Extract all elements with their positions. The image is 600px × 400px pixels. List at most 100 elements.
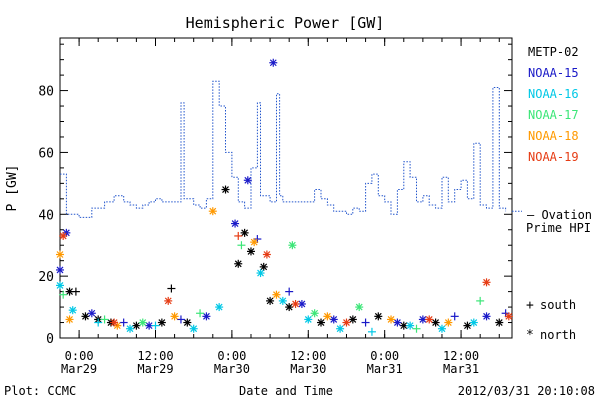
legend-entry: NOAA-16 [528,87,579,101]
marker-legend-label: north [540,328,576,342]
north-star-marker [399,321,408,330]
ovation-legend: — Ovation Prime HPI [526,208,592,235]
legend-entry: NOAA-17 [528,108,579,122]
north-star-marker [183,318,192,327]
north-star-marker [269,58,278,67]
y-tick-label: 60 [38,146,54,161]
legend-entry: METP-02 [528,45,579,59]
north-star-marker [231,219,240,228]
satellite-markers [56,58,513,336]
north-star-marker [291,299,300,308]
y-tick-label: 20 [38,270,54,285]
north-star-marker [189,324,198,333]
north-star-marker [437,324,446,333]
south-plus-marker [450,312,459,321]
north-star-marker [202,312,211,321]
north-star-marker [65,315,74,324]
south-plus-marker [100,315,109,324]
x-tick-time: 0:00 [370,349,399,363]
north-star-marker [317,318,326,327]
south-plus-marker [151,321,160,330]
north-star-marker [304,315,313,324]
north-star-marker [463,321,472,330]
marker-legend: + south * north [526,298,576,343]
north-star-marker [56,250,64,259]
north-star-marker [444,318,453,327]
north-star-marker [132,321,141,330]
north-star-marker [393,318,402,327]
north-star-marker [145,321,154,330]
south-plus-marker [412,324,421,333]
y-tick-label: 40 [38,208,54,223]
north-star-marker [348,315,357,324]
plot-frame [59,37,513,339]
north-star-marker [65,287,74,296]
north-star-marker [208,207,217,216]
south-plus-marker [59,290,68,299]
ovation-series [60,80,522,218]
north-star-marker [495,318,504,327]
y-tick-label: 80 [38,85,54,100]
north-star-marker [157,318,166,327]
north-star-marker [336,324,345,333]
north-star-marker [482,312,491,321]
north-star-marker [329,315,338,324]
north-star-marker [387,315,396,324]
north-star-marker [110,318,119,327]
x-tick-date: Mar29 [137,362,173,376]
north-star-marker [425,315,434,324]
north-star-marker [221,185,230,194]
north-star-marker [256,269,265,278]
x-tick-time: 12:00 [443,349,479,363]
south-plus-marker [361,318,370,327]
marker-legend-label: south [540,298,576,312]
north-star-marker [59,231,68,240]
south-plus-marker [285,287,294,296]
south-plus-marker [476,296,485,305]
north-star-marker [504,312,513,321]
x-tick-date: Mar31 [367,362,403,376]
marker-legend-symbol: * [526,328,534,343]
north-star-marker [126,324,135,333]
north-star-marker [266,296,275,305]
north-star-marker [323,312,332,321]
north-star-marker [259,262,268,271]
x-tick-date: Mar30 [214,362,250,376]
south-plus-marker [196,309,205,318]
legend: METP-02 NOAA-15 NOAA-16 NOAA-17 NOAA-18 NOAA-… [528,45,579,164]
north-star-marker [250,238,259,247]
north-star-marker [170,312,179,321]
north-star-marker [355,303,364,312]
ovation-line [60,80,507,218]
x-tick-date: Mar29 [61,362,97,376]
legend-entry: NOAA-18 [528,129,579,143]
x-tick-time: 0:00 [65,349,94,363]
south-plus-marker [119,318,128,327]
north-star-marker [418,315,427,324]
chart-title: Hemispheric Power [GW] [186,14,385,32]
x-tick-time: 0:00 [217,349,246,363]
x-tick-time: 12:00 [137,349,173,363]
north-star-marker [246,247,255,256]
north-star-marker [469,318,478,327]
north-star-marker [234,259,243,268]
south-plus-marker [167,284,176,293]
marker-legend-symbol: + [526,298,534,313]
y-tick-label: 0 [46,332,54,347]
north-star-marker [288,241,297,250]
y-axis: 0 20 40 60 80 [38,43,512,347]
north-star-marker [56,265,64,274]
north-star-marker [138,318,147,327]
x-tick-time: 12:00 [290,349,326,363]
north-star-marker [374,312,383,321]
north-star-marker [406,321,415,330]
north-star-marker [262,250,271,259]
plot-credit: Plot: CCMC [4,384,76,398]
north-star-marker [81,312,90,321]
south-plus-marker [176,315,185,324]
south-plus-marker [71,287,80,296]
north-star-marker [243,176,252,185]
x-tick-date: Mar31 [443,362,479,376]
x-axis-label: Date and Time [239,384,333,398]
